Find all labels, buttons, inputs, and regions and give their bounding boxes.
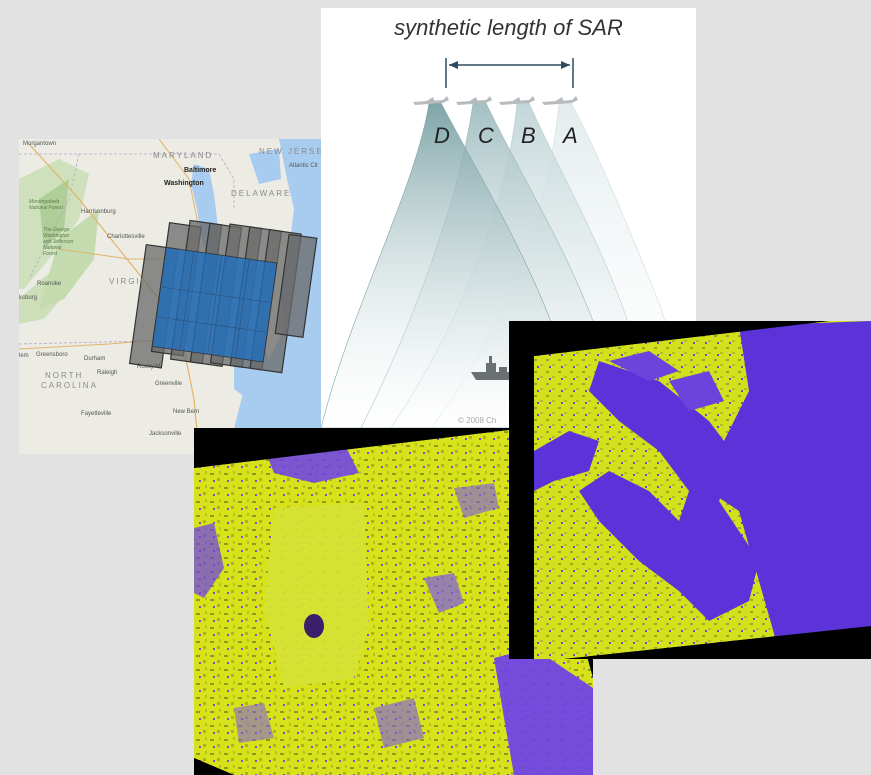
city-label-atlantic-city: Atlantic Cit	[289, 163, 318, 169]
city-label-fayetteville: Fayetteville	[81, 411, 112, 417]
city-label-new-bern: New Bern	[173, 409, 200, 415]
acquisition-map: Morgantown MARYLAND NEW JERSE Atlantic C…	[19, 139, 324, 454]
position-label-a: A	[563, 123, 578, 148]
city-label-harrisonburg: Harrisonburg	[81, 209, 116, 215]
aircraft-icons	[413, 96, 578, 105]
city-label-winston: lem	[19, 353, 29, 359]
sar-image-right	[509, 321, 871, 659]
city-label-lynchburg: ksburg	[19, 295, 38, 301]
map-base	[19, 139, 324, 454]
sar-image-left-raster	[194, 428, 593, 775]
position-label-d: D	[434, 123, 450, 148]
position-label-c: C	[478, 123, 494, 148]
park-label-george-washington: The George Washington and Jefferson Nati…	[43, 227, 74, 257]
city-label-raleigh: Raleigh	[97, 370, 118, 376]
city-label-washington: Washington	[164, 180, 204, 187]
state-label-north: NORTH	[45, 371, 84, 380]
state-label-maryland: MARYLAND	[153, 151, 214, 160]
diagram-title: synthetic length of SAR	[394, 15, 623, 40]
ship-icon	[471, 356, 516, 380]
city-label-charlottesville: Charlottesville	[107, 234, 145, 240]
state-label-carolina: CAROLINA	[41, 381, 98, 390]
state-label-new-jersey: NEW JERSE	[259, 147, 324, 156]
sar-image-right-raster	[509, 321, 871, 659]
position-label-b: B	[521, 123, 536, 148]
city-label-morgantown: Morgantown	[23, 141, 57, 147]
state-label-delaware: DELAWARE	[231, 189, 292, 198]
sar-image-left	[194, 428, 593, 775]
city-label-rocky-mount: Rocky M	[137, 364, 161, 370]
city-label-durham: Durham	[84, 356, 106, 362]
city-label-roanoke: Roanoke	[37, 281, 62, 287]
city-label-baltimore: Baltimore	[184, 167, 217, 174]
city-label-jacksonville: Jacksonville	[149, 431, 182, 437]
state-label-virginia: VIRGINI	[109, 277, 153, 286]
copyright-text: © 2008 Ch	[458, 416, 497, 425]
city-label-greenville: Greenville	[155, 381, 183, 387]
city-label-greensboro: Greensboro	[36, 352, 68, 358]
park-label-monongahela: Monongahela National Forest	[29, 199, 63, 211]
